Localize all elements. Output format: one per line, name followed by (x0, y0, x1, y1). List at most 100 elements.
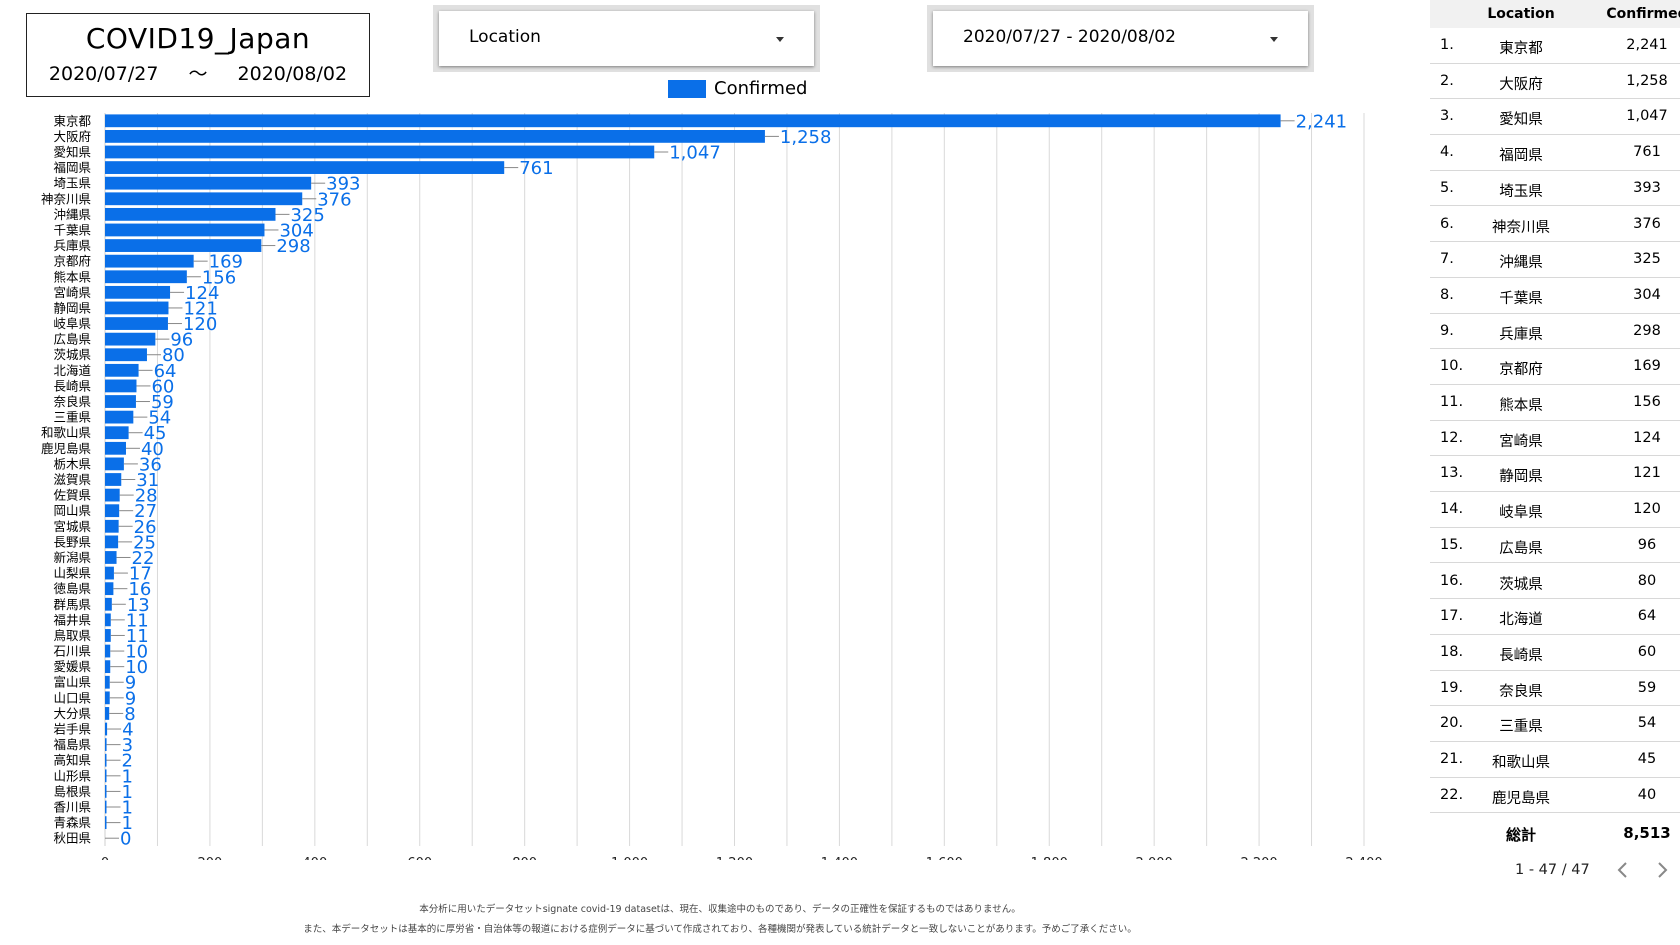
column-header-confirmed[interactable]: Confirmed (1606, 6, 1680, 22)
bar[interactable] (105, 441, 126, 455)
table-row[interactable]: 6. 神奈川県 376 (1430, 207, 1680, 243)
bar[interactable] (105, 535, 119, 549)
x-tick-label: 2,200 (1240, 856, 1277, 860)
bar[interactable] (105, 254, 194, 268)
table-row[interactable]: 16. 茨城県 80 (1430, 564, 1680, 600)
category-label: 岐阜県 (53, 316, 91, 331)
table-row[interactable]: 4. 福岡県 761 (1430, 135, 1680, 171)
bar[interactable] (105, 785, 107, 798)
table-row[interactable]: 5. 埼玉県 393 (1430, 171, 1680, 207)
table-row[interactable]: 2. 大阪府 1,258 (1430, 64, 1680, 100)
data-label: 11 (126, 626, 149, 647)
bar[interactable] (105, 691, 110, 705)
bar[interactable] (105, 457, 124, 471)
bar[interactable] (105, 582, 114, 596)
bar[interactable] (105, 270, 187, 284)
table-row[interactable]: 7. 沖縄県 325 (1430, 242, 1680, 278)
table-row[interactable]: 20. 三重県 54 (1430, 706, 1680, 742)
bar[interactable] (105, 722, 108, 736)
category-label: 大阪府 (53, 129, 91, 144)
bar[interactable] (105, 285, 171, 299)
table-row[interactable]: 22. 鹿児島県 40 (1430, 778, 1680, 814)
bar[interactable] (105, 332, 156, 346)
bar[interactable] (105, 239, 262, 252)
location-filter-dropdown[interactable]: Location (439, 11, 814, 66)
bar[interactable] (105, 348, 147, 362)
bar[interactable] (105, 488, 120, 502)
row-location: 福岡県 (1499, 148, 1543, 165)
category-label: 香川県 (53, 800, 91, 815)
table-row[interactable]: 12. 宮崎県 124 (1430, 421, 1680, 457)
bar[interactable] (105, 223, 265, 237)
category-label: 広島県 (53, 332, 91, 347)
bar[interactable] (105, 129, 765, 143)
category-label: 神奈川県 (41, 191, 91, 206)
table-row[interactable]: 11. 熊本県 156 (1430, 385, 1680, 421)
bar[interactable] (105, 519, 119, 533)
row-location: 熊本県 (1499, 398, 1543, 414)
table-row[interactable]: 1. 東京都 2,241 (1430, 28, 1680, 64)
bar[interactable] (105, 707, 110, 720)
report-title: COVID19_Japan (85, 22, 311, 55)
bar[interactable] (105, 566, 114, 580)
bar[interactable] (105, 613, 111, 627)
bar[interactable] (105, 800, 107, 814)
category-label: 兵庫県 (53, 238, 91, 253)
category-label: 島根県 (53, 784, 91, 799)
bar[interactable] (105, 660, 111, 674)
bar[interactable] (105, 644, 111, 658)
date-range-dropdown[interactable]: 2020/07/27 - 2020/08/02 (933, 11, 1308, 66)
x-tick-label: 800 (512, 856, 537, 860)
location-filter[interactable]: Location (433, 5, 820, 72)
bar[interactable] (105, 597, 112, 611)
row-rank: 1. (1440, 37, 1454, 53)
bar[interactable] (105, 114, 1281, 128)
chevron-left-icon[interactable] (1613, 860, 1633, 880)
bar[interactable] (105, 176, 312, 190)
table-row[interactable]: 17. 北海道 64 (1430, 599, 1680, 635)
bar[interactable] (105, 504, 120, 518)
table-row[interactable]: 3. 愛知県 1,047 (1430, 99, 1680, 136)
table-row[interactable]: 10. 京都府 169 (1430, 349, 1680, 385)
table-row[interactable]: 19. 奈良県 59 (1430, 671, 1680, 707)
bar[interactable] (105, 753, 107, 767)
row-location: 広島県 (1499, 540, 1543, 557)
table-row[interactable]: 18. 長崎県 60 (1430, 635, 1680, 671)
table-row[interactable]: 8. 千葉県 304 (1430, 278, 1680, 314)
bar[interactable] (105, 769, 107, 783)
bar[interactable] (105, 161, 505, 174)
data-label: 9 (125, 673, 136, 694)
chevron-right-icon[interactable] (1652, 860, 1672, 880)
row-confirmed: 54 (1637, 715, 1657, 732)
data-label: 393 (326, 174, 360, 195)
data-label: 298 (276, 236, 310, 257)
data-label: 169 (209, 252, 243, 273)
bar[interactable] (105, 629, 111, 642)
bar[interactable] (105, 410, 134, 424)
row-confirmed: 120 (1633, 501, 1661, 518)
bar[interactable] (105, 363, 139, 377)
bar[interactable] (105, 675, 110, 689)
bar[interactable] (105, 816, 107, 830)
data-label: 28 (135, 486, 158, 507)
column-header-location[interactable]: Location (1487, 6, 1555, 22)
bar[interactable] (105, 207, 276, 221)
table-row[interactable]: 15. 広島県 96 (1430, 528, 1680, 564)
table-row[interactable]: 13. 静岡県 121 (1430, 456, 1680, 493)
bar[interactable] (105, 379, 137, 393)
table-row[interactable]: 14. 岐阜県 120 (1430, 492, 1680, 528)
bar[interactable] (105, 473, 122, 486)
data-label: 59 (151, 392, 174, 413)
bar[interactable] (105, 301, 169, 315)
data-label: 124 (185, 283, 219, 304)
bar[interactable] (105, 738, 107, 752)
bar[interactable] (105, 192, 303, 206)
bar[interactable] (105, 551, 117, 564)
bar[interactable] (105, 426, 129, 440)
bar[interactable] (105, 317, 168, 330)
bar[interactable] (105, 395, 136, 408)
bar[interactable] (105, 145, 655, 159)
table-row[interactable]: 21. 和歌山県 45 (1430, 742, 1680, 778)
table-row[interactable]: 9. 兵庫県 298 (1430, 314, 1680, 350)
date-range-filter[interactable]: 2020/07/27 - 2020/08/02 (927, 5, 1314, 72)
